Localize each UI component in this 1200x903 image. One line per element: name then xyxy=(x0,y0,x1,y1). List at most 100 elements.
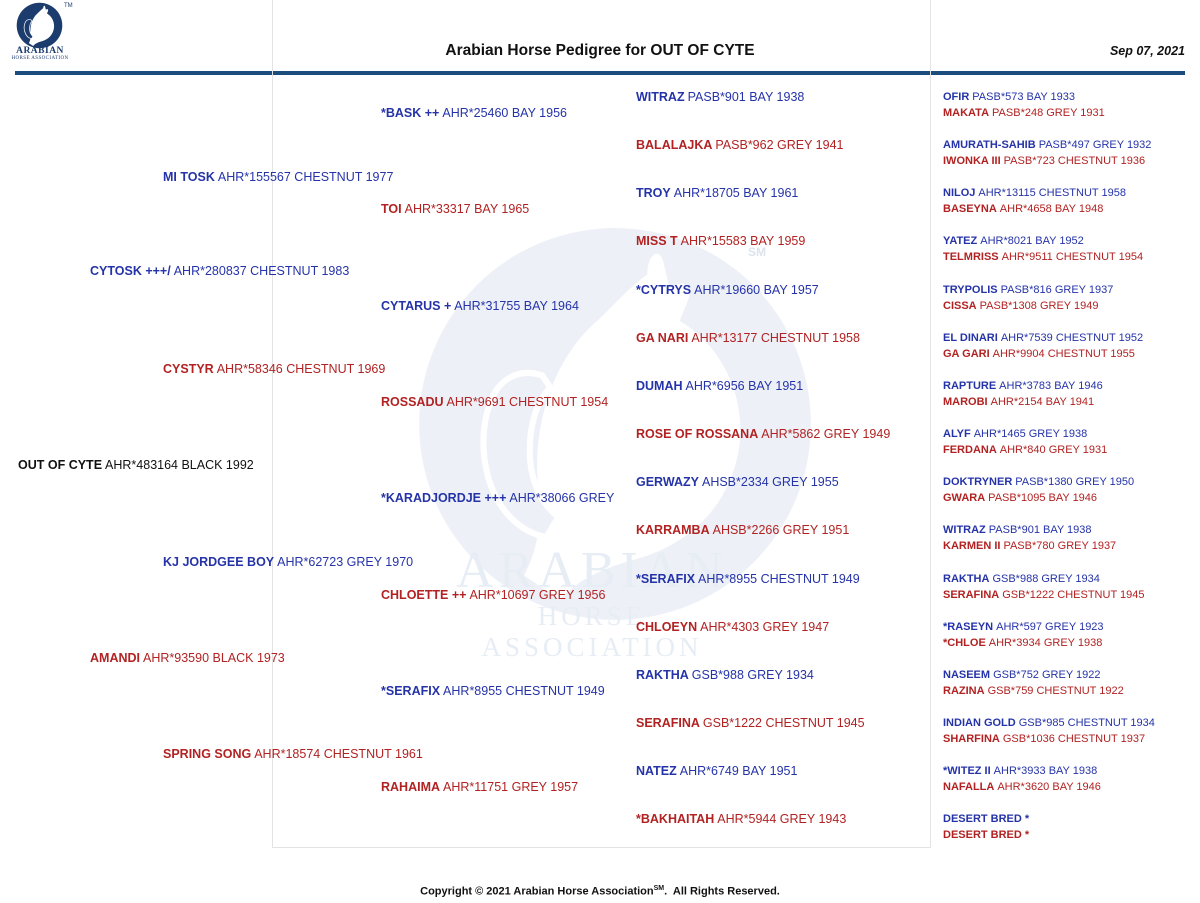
horse-name: GWARA xyxy=(943,492,986,504)
horse-details: AHR*9904 CHESTNUT 1955 xyxy=(992,348,1135,360)
horse-details: AHR*18574 CHESTNUT 1961 xyxy=(254,747,423,761)
horse-details: PASB*1380 GREY 1950 xyxy=(1015,476,1135,488)
logo-wordmark: ARABIAN xyxy=(16,46,64,56)
horse-details: AHR*13115 CHESTNUT 1958 xyxy=(978,187,1126,199)
pedigree-entry: TELMRISS AHR*9511 CHESTNUT 1954 xyxy=(943,251,1143,263)
horse-name: *WITEZ II xyxy=(943,765,991,777)
copyright-servicemark: SM xyxy=(653,885,665,892)
horse-details: AHR*58346 CHESTNUT 1969 xyxy=(216,362,386,376)
horse-details: AHR*25460 BAY 1956 xyxy=(442,106,567,120)
horse-name: CYSTYR xyxy=(163,362,214,376)
pedigree-entry: RAPTURE AHR*3783 BAY 1946 xyxy=(943,380,1103,392)
horse-details: AHR*8955 CHESTNUT 1949 xyxy=(443,684,605,698)
horse-name: SERAFINA xyxy=(636,716,700,730)
horse-details: AHR*31755 BAY 1964 xyxy=(454,299,579,313)
horse-details: PASB*1308 GREY 1949 xyxy=(979,300,1099,312)
horse-name: RAKTHA xyxy=(636,668,689,682)
horse-details: AHSB*2334 GREY 1955 xyxy=(701,475,839,489)
horse-details: PASB*248 GREY 1931 xyxy=(992,107,1105,119)
pedigree-entry: MISS T AHR*15583 BAY 1959 xyxy=(636,235,805,248)
horse-details: GSB*752 GREY 1922 xyxy=(993,669,1101,681)
horse-details: PASB*816 GREY 1937 xyxy=(1000,284,1114,296)
horse-name: *CYTRYS xyxy=(636,283,692,297)
horse-details: PASB*723 CHESTNUT 1936 xyxy=(1003,155,1146,167)
pedigree-entry: IWONKA III PASB*723 CHESTNUT 1936 xyxy=(943,155,1145,167)
pedigree-entry: *RASEYN AHR*597 GREY 1923 xyxy=(943,621,1104,633)
horse-name: TELMRISS xyxy=(943,251,999,263)
pedigree-entry: *WITEZ II AHR*3933 BAY 1938 xyxy=(943,765,1097,777)
horse-name: SERAFINA xyxy=(943,589,1000,601)
horse-details: AHR*3783 BAY 1946 xyxy=(999,380,1103,392)
horse-name: TOI xyxy=(381,202,402,216)
horse-details: AHR*5944 GREY 1943 xyxy=(717,812,847,826)
horse-name: RAPTURE xyxy=(943,380,997,392)
pedigree-entry: *SERAFIX AHR*8955 CHESTNUT 1949 xyxy=(381,685,605,698)
pedigree-tree: OUT OF CYTE AHR*483164 BLACK 1992 CYTOSK +… xyxy=(18,91,1155,842)
horse-details: AHR*6956 BAY 1951 xyxy=(685,379,804,393)
horse-details: AHR*9691 CHESTNUT 1954 xyxy=(446,395,609,409)
horse-details: PASB*901 BAY 1938 xyxy=(687,90,805,104)
horse-name: BASEYNA xyxy=(943,203,997,215)
pedigree-entry: GA NARI AHR*13177 CHESTNUT 1958 xyxy=(636,332,860,345)
horse-name: FERDANA xyxy=(943,444,997,456)
pedigree-entry: TROY AHR*18705 BAY 1961 xyxy=(636,187,798,200)
horse-name: *KARADJORDJE +++ xyxy=(381,491,507,505)
horse-name: GA GARI xyxy=(943,348,990,360)
pedigree-entry: GERWAZY AHSB*2334 GREY 1955 xyxy=(636,476,839,489)
pedigree-entry: DESERT BRED * xyxy=(943,813,1029,825)
horse-name: KARMEN II xyxy=(943,540,1001,552)
horse-name: NILOJ xyxy=(943,187,976,199)
horse-name: SPRING SONG xyxy=(163,747,252,761)
pedigree-entry: RAKTHA GSB*988 GREY 1934 xyxy=(943,573,1100,585)
pedigree-entry: ROSE OF ROSSANA AHR*5862 GREY 1949 xyxy=(636,428,890,441)
copyright-notice: Copyright © 2021 Arabian Horse Associati… xyxy=(0,885,1200,898)
horse-details: AHR*15583 BAY 1959 xyxy=(680,234,806,248)
pedigree-entry: TOI AHR*33317 BAY 1965 xyxy=(381,203,529,216)
horse-details: AHR*8021 BAY 1952 xyxy=(980,235,1084,247)
horse-name: IWONKA III xyxy=(943,155,1001,167)
pedigree-entry: AMURATH-SAHIB PASB*497 GREY 1932 xyxy=(943,139,1151,151)
horse-name: CYTOSK +++/ xyxy=(90,264,171,278)
horse-details: PASB*1095 BAY 1946 xyxy=(988,492,1098,504)
horse-name: GA NARI xyxy=(636,331,689,345)
horse-name: *BAKHAITAH xyxy=(636,812,715,826)
horse-details: PASB*962 GREY 1941 xyxy=(715,138,844,152)
horse-details: PASB*780 GREY 1937 xyxy=(1003,540,1117,552)
horse-details: AHR*5862 GREY 1949 xyxy=(761,427,891,441)
pedigree-entry: WITRAZ PASB*901 BAY 1938 xyxy=(636,91,804,104)
pedigree-entry: SERAFINA GSB*1222 CHESTNUT 1945 xyxy=(636,717,865,730)
horse-details: AHR*18705 BAY 1961 xyxy=(673,186,799,200)
horse-details: AHR*1465 GREY 1938 xyxy=(973,428,1088,440)
pedigree-entry: KJ JORDGEE BOY AHR*62723 GREY 1970 xyxy=(163,556,413,569)
horse-details: AHR*62723 GREY 1970 xyxy=(277,555,414,569)
horse-details: AHR*9511 CHESTNUT 1954 xyxy=(1001,251,1144,263)
horse-details: AHSB*2266 GREY 1951 xyxy=(712,523,850,537)
horse-name: NAFALLA xyxy=(943,781,995,793)
horse-name: DUMAH xyxy=(636,379,683,393)
horse-name: WITRAZ xyxy=(636,90,685,104)
horse-name: *CHLOE xyxy=(943,637,986,649)
horse-details: GSB*759 CHESTNUT 1922 xyxy=(987,685,1124,697)
horse-details: AHR*4303 GREY 1947 xyxy=(700,620,830,634)
horse-details: GSB*985 CHESTNUT 1934 xyxy=(1018,717,1155,729)
horse-name: DESERT BRED * xyxy=(943,829,1030,841)
logo-subtitle: HORSE ASSOCIATION xyxy=(11,56,69,61)
pedigree-entry: WITRAZ PASB*901 BAY 1938 xyxy=(943,524,1092,536)
pedigree-entry: KARRAMBA AHSB*2266 GREY 1951 xyxy=(636,524,849,537)
horse-name: OFIR xyxy=(943,91,970,103)
pedigree-entry: RAKTHA GSB*988 GREY 1934 xyxy=(636,669,814,682)
pedigree-entry: CISSA PASB*1308 GREY 1949 xyxy=(943,300,1098,312)
horse-details: AHR*11751 GREY 1957 xyxy=(443,780,579,794)
horse-name: SHARFINA xyxy=(943,733,1000,745)
horse-name: *BASK ++ xyxy=(381,106,440,120)
pedigree-entry: CYTOSK +++/AHR*280837 CHESTNUT 1983 xyxy=(90,265,349,278)
horse-details: GSB*988 GREY 1934 xyxy=(691,668,814,682)
horse-name: RAKTHA xyxy=(943,573,990,585)
horse-name: NASEEM xyxy=(943,669,991,681)
pedigree-entry: DUMAH AHR*6956 BAY 1951 xyxy=(636,380,803,393)
pedigree-entry: *BASK ++ AHR*25460 BAY 1956 xyxy=(381,107,567,120)
horse-name: YATEZ xyxy=(943,235,978,247)
pedigree-entry: NAFALLA AHR*3620 BAY 1946 xyxy=(943,781,1101,793)
page-title: Arabian Horse Pedigree for OUT OF CYTE xyxy=(445,42,755,59)
